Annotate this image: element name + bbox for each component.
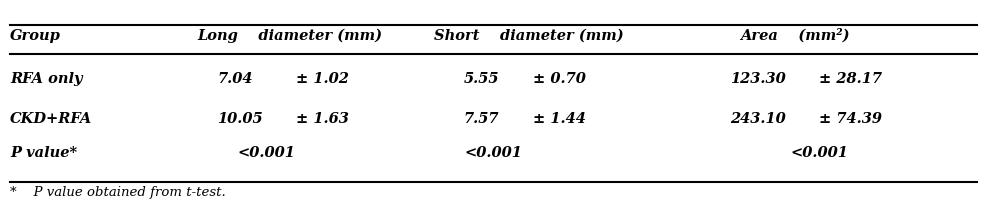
Text: ± 1.63: ± 1.63 [296,112,349,126]
Text: Group: Group [10,29,61,42]
Text: P value*: P value* [10,146,77,159]
Text: <0.001: <0.001 [464,146,522,159]
Text: ± 28.17: ± 28.17 [818,73,881,86]
Text: 243.10: 243.10 [730,112,785,126]
Text: *    P value obtained from t-test.: * P value obtained from t-test. [10,186,226,199]
Text: 7.57: 7.57 [463,112,499,126]
Text: ± 74.39: ± 74.39 [818,112,881,126]
Text: <0.001: <0.001 [790,146,847,159]
Text: 7.04: 7.04 [217,73,252,86]
Text: ± 1.02: ± 1.02 [296,73,349,86]
Text: ± 1.44: ± 1.44 [532,112,586,126]
Text: ± 0.70: ± 0.70 [532,73,586,86]
Text: 123.30: 123.30 [730,73,785,86]
Text: CKD+RFA: CKD+RFA [10,112,92,126]
Text: 10.05: 10.05 [217,112,262,126]
Text: 5.55: 5.55 [463,73,499,86]
Text: Short    diameter (mm): Short diameter (mm) [434,29,623,42]
Text: Long    diameter (mm): Long diameter (mm) [197,28,382,43]
Text: <0.001: <0.001 [238,146,295,159]
Text: Area    (mm²): Area (mm²) [740,28,849,43]
Text: RFA only: RFA only [10,73,82,86]
